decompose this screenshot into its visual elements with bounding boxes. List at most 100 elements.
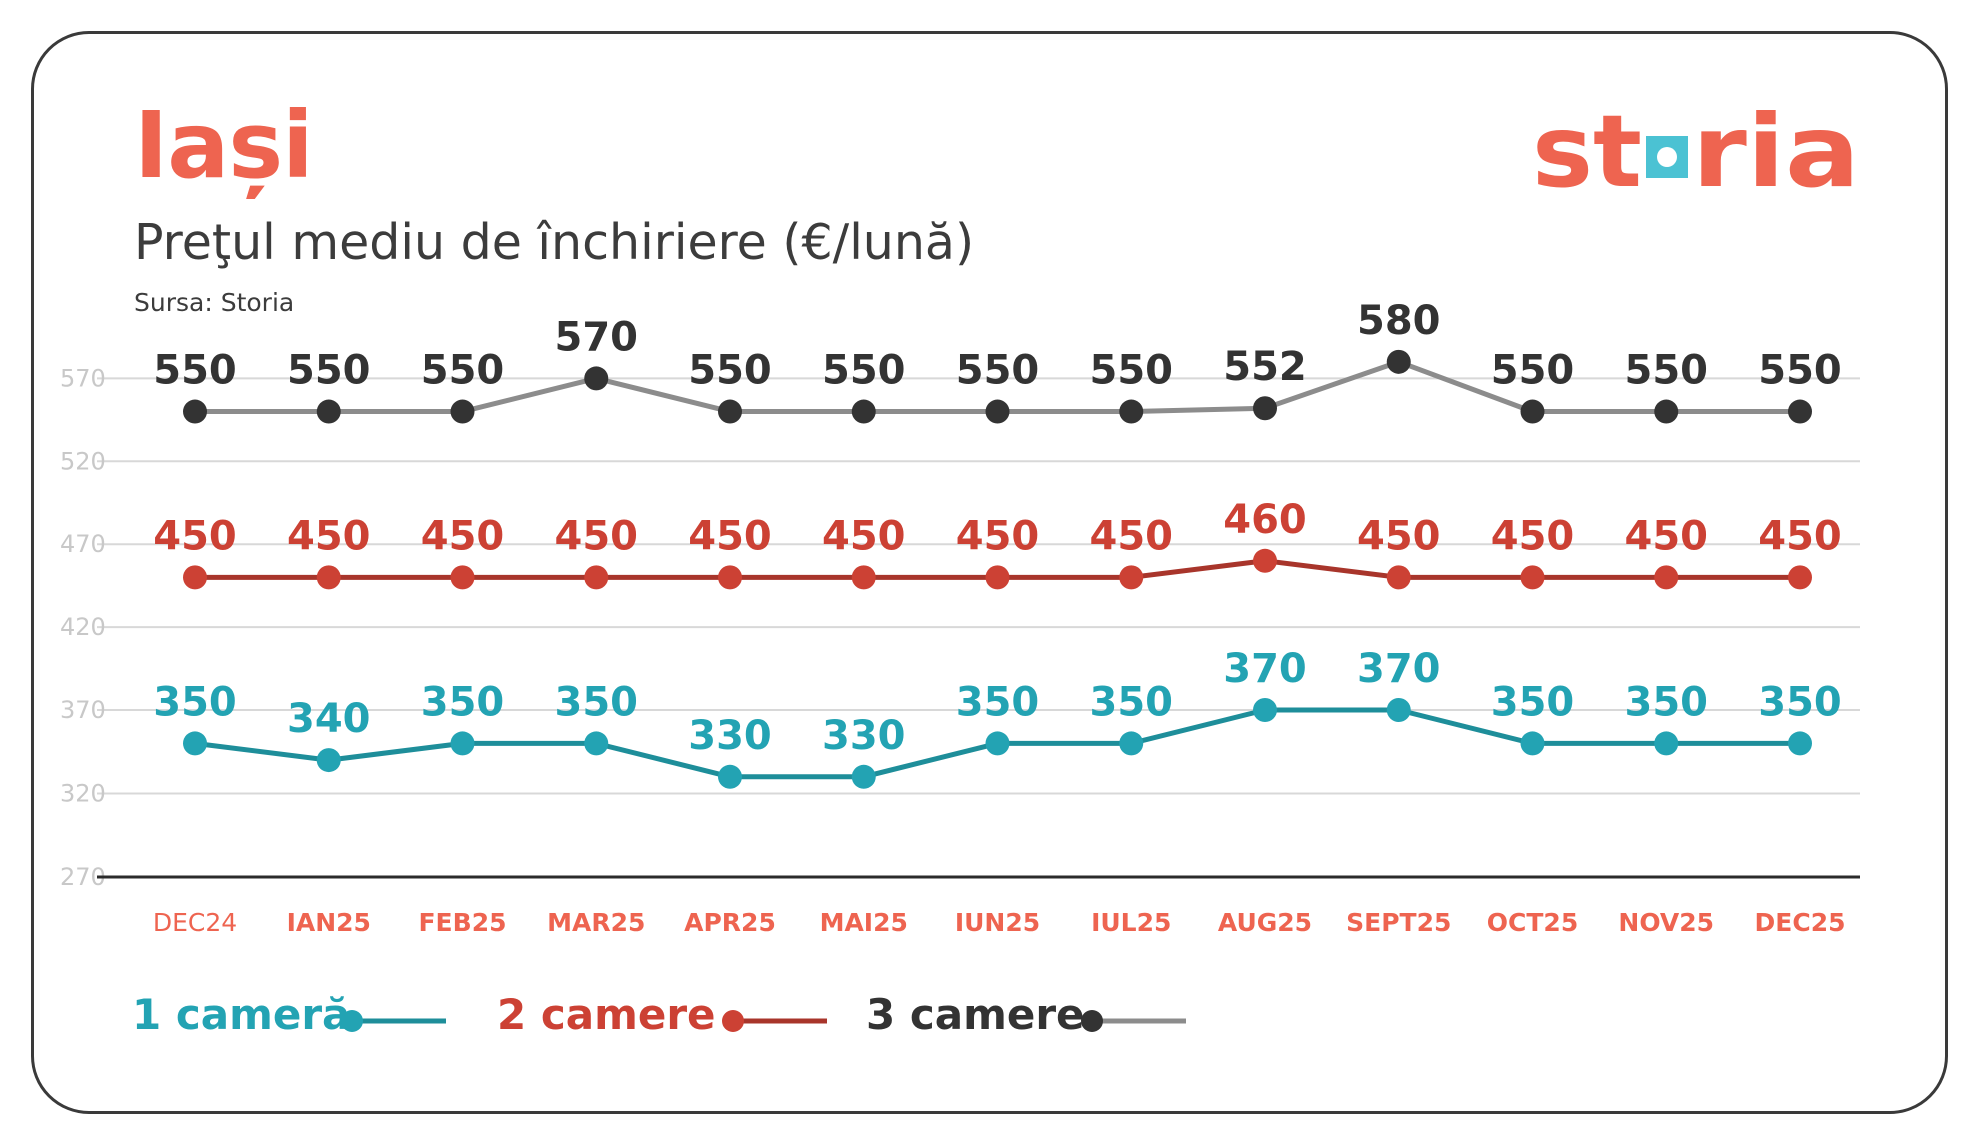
data-point-2-camere-dec24 — [183, 565, 207, 590]
data-point-1-camera-mai25 — [851, 764, 876, 789]
data-label-1-camera-iun25: 350 — [956, 679, 1040, 725]
data-label-1-camera-sept25: 370 — [1357, 646, 1441, 692]
data-point-1-camera-dec24 — [183, 731, 207, 756]
data-point-1-camera-oct25 — [1520, 731, 1545, 756]
data-point-1-camera-dec25 — [1788, 731, 1812, 756]
data-label-2-camere-aug25: 460 — [1223, 497, 1307, 543]
data-point-3-camere-mai25 — [851, 399, 876, 424]
legend-label-2-camere: 2 camere — [497, 990, 716, 1039]
y-tick-label-420: 420 — [60, 613, 106, 641]
data-point-1-camera-iul25 — [1119, 731, 1144, 756]
data-point-3-camere-iun25 — [985, 399, 1010, 424]
data-label-2-camere-mar25: 450 — [555, 513, 639, 559]
data-label-3-camere-aug25: 552 — [1223, 344, 1307, 390]
x-tick-label-aug25: AUG25 — [1218, 908, 1312, 937]
data-label-3-camere-dec24: 550 — [153, 348, 237, 394]
legend-swatch-1-camera — [341, 1010, 446, 1032]
data-point-1-camera-apr25 — [718, 764, 742, 789]
x-tick-label-mai25: MAI25 — [820, 908, 908, 937]
x-tick-label-feb25: FEB25 — [418, 908, 506, 937]
x-tick-label-apr25: APR25 — [684, 908, 776, 937]
data-label-2-camere-iul25: 450 — [1090, 513, 1174, 559]
data-point-2-camere-mai25 — [851, 565, 876, 590]
data-point-2-camere-apr25 — [718, 565, 742, 590]
data-point-3-camere-dec25 — [1788, 399, 1812, 424]
data-point-1-camera-ian25 — [316, 748, 341, 773]
data-point-2-camere-iun25 — [985, 565, 1010, 590]
legend-swatch-2-camere — [722, 1010, 827, 1032]
chart-subtitle: Preţul mediu de închiriere (€/lună) — [134, 214, 975, 271]
data-point-1-camera-mar25 — [584, 731, 609, 756]
data-point-3-camere-nov25 — [1654, 399, 1679, 424]
data-label-1-camera-dec25: 350 — [1758, 679, 1842, 725]
data-label-1-camera-aug25: 370 — [1223, 646, 1307, 692]
data-point-3-camere-feb25 — [450, 399, 475, 424]
data-point-3-camere-dec24 — [183, 399, 207, 424]
data-label-2-camere-mai25: 450 — [822, 513, 906, 559]
storia-logo: storia st ria — [1532, 98, 1860, 198]
source-note: Sursa: Storia — [134, 288, 295, 317]
data-label-3-camere-sept25: 580 — [1357, 298, 1441, 344]
data-label-1-camera-feb25: 350 — [421, 679, 505, 725]
data-label-1-camera-mai25: 330 — [822, 713, 906, 759]
data-label-3-camere-feb25: 550 — [421, 348, 505, 394]
data-point-2-camere-aug25 — [1253, 548, 1277, 573]
data-label-3-camere-apr25: 550 — [688, 348, 772, 394]
data-label-2-camere-ian25: 450 — [287, 513, 371, 559]
y-tick-label-470: 470 — [60, 530, 106, 558]
data-point-2-camere-oct25 — [1520, 565, 1545, 590]
x-tick-label-oct25: OCT25 — [1487, 908, 1578, 937]
data-label-3-camere-dec25: 550 — [1758, 348, 1842, 394]
y-tick-label-320: 320 — [60, 780, 106, 808]
data-label-2-camere-nov25: 450 — [1625, 513, 1709, 559]
data-label-1-camera-mar25: 350 — [555, 679, 639, 725]
x-tick-label-mar25: MAR25 — [547, 908, 645, 937]
data-label-3-camere-oct25: 550 — [1491, 348, 1575, 394]
data-label-1-camera-ian25: 340 — [287, 696, 371, 742]
data-point-2-camere-ian25 — [316, 565, 341, 590]
data-label-2-camere-oct25: 450 — [1491, 513, 1575, 559]
logo-wordmark-ria: ria — [1692, 98, 1860, 198]
y-tick-label-370: 370 — [60, 696, 106, 724]
x-tick-label-dec25: DEC25 — [1755, 908, 1846, 937]
data-label-3-camere-mar25: 570 — [555, 314, 639, 360]
legend-label-1-camera: 1 cameră — [132, 990, 351, 1039]
data-point-1-camera-sept25 — [1386, 698, 1411, 722]
legend-label-3-camere: 3 camere — [866, 990, 1085, 1039]
data-label-2-camere-sept25: 450 — [1357, 513, 1441, 559]
data-point-3-camere-mar25 — [584, 366, 609, 391]
y-tick-label-570: 570 — [60, 364, 106, 392]
data-point-3-camere-aug25 — [1253, 396, 1277, 421]
legend-swatch-3-camere — [1081, 1010, 1186, 1032]
data-label-1-camera-iul25: 350 — [1090, 679, 1174, 725]
data-point-2-camere-dec25 — [1788, 565, 1812, 590]
x-tick-label-iun25: IUN25 — [955, 908, 1040, 937]
x-tick-label-ian25: IAN25 — [287, 908, 371, 937]
logo-dot-icon — [1657, 147, 1677, 167]
data-point-3-camere-sept25 — [1386, 349, 1411, 374]
x-tick-label-iul25: IUL25 — [1091, 908, 1171, 937]
data-label-3-camere-mai25: 550 — [822, 348, 906, 394]
data-label-1-camera-dec24: 350 — [153, 679, 237, 725]
data-label-2-camere-feb25: 450 — [421, 513, 505, 559]
data-label-3-camere-ian25: 550 — [287, 348, 371, 394]
data-label-2-camere-dec25: 450 — [1758, 513, 1842, 559]
data-label-3-camere-iun25: 550 — [956, 348, 1040, 394]
data-label-3-camere-nov25: 550 — [1625, 348, 1709, 394]
data-point-2-camere-iul25 — [1119, 565, 1144, 590]
data-point-2-camere-feb25 — [450, 565, 475, 590]
city-title: Iași — [134, 92, 314, 199]
data-point-3-camere-ian25 — [316, 399, 341, 424]
x-tick-label-sept25: SEPT25 — [1346, 908, 1451, 937]
data-point-2-camere-nov25 — [1654, 565, 1679, 590]
data-point-2-camere-sept25 — [1386, 565, 1411, 590]
data-point-3-camere-apr25 — [718, 399, 742, 424]
data-label-2-camere-iun25: 450 — [956, 513, 1040, 559]
data-label-1-camera-apr25: 330 — [688, 713, 772, 759]
data-label-1-camera-oct25: 350 — [1491, 679, 1575, 725]
data-label-1-camera-nov25: 350 — [1625, 679, 1709, 725]
data-point-1-camera-feb25 — [450, 731, 475, 756]
data-label-2-camere-apr25: 450 — [688, 513, 772, 559]
